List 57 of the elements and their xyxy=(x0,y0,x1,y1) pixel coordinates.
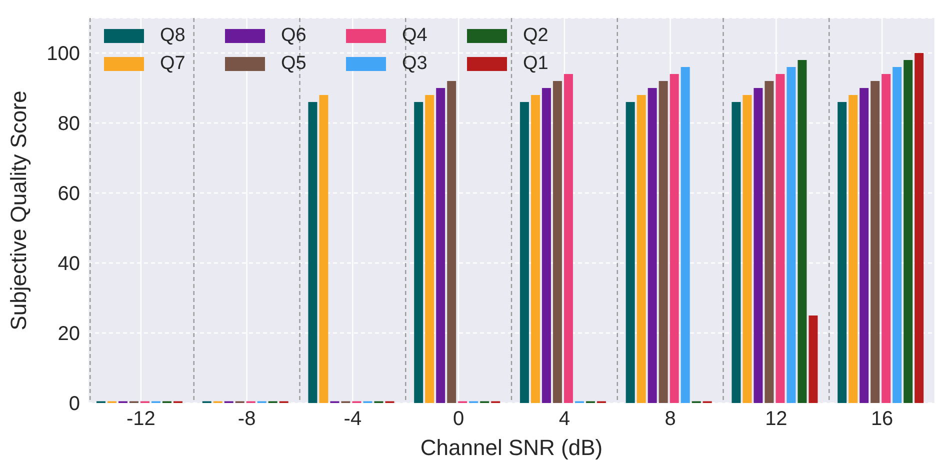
x-tick-label: -8 xyxy=(238,408,256,430)
bar xyxy=(892,67,902,403)
bar xyxy=(848,95,858,403)
x-tick-label: 8 xyxy=(664,408,676,430)
bar xyxy=(636,95,646,403)
y-tick-label: 40 xyxy=(58,253,80,276)
bar xyxy=(870,81,880,403)
bar xyxy=(425,95,434,403)
bar xyxy=(732,102,741,403)
bar xyxy=(648,88,657,403)
bar xyxy=(530,95,540,403)
bar xyxy=(914,53,924,403)
x-tick-label: 4 xyxy=(558,408,570,430)
x-axis-title: Channel SNR (dB) xyxy=(420,435,603,460)
bar xyxy=(308,102,318,403)
x-tick-label: -4 xyxy=(344,408,362,430)
bar xyxy=(680,67,690,403)
bar xyxy=(808,316,818,403)
x-tick-label: 12 xyxy=(765,408,788,430)
x-tick-label: 0 xyxy=(453,408,464,430)
bar xyxy=(904,60,913,403)
bar xyxy=(658,81,668,403)
bar xyxy=(754,88,763,403)
y-tick-label: 0 xyxy=(68,393,80,416)
x-tick-label: 16 xyxy=(870,408,894,430)
bar xyxy=(564,74,573,403)
bar xyxy=(882,74,891,403)
y-tick-label: 20 xyxy=(58,323,80,346)
legend-label: Q6 xyxy=(281,25,306,47)
bar xyxy=(319,95,328,403)
bar xyxy=(798,60,807,403)
legend-label: Q3 xyxy=(402,53,428,75)
legend-label: Q2 xyxy=(523,25,548,47)
bar xyxy=(742,95,752,403)
y-axis-title: Subjective Quality Score xyxy=(6,90,31,330)
bar xyxy=(838,102,847,403)
y-tick-label: 60 xyxy=(58,183,80,206)
bar xyxy=(447,81,456,403)
legend-label: Q4 xyxy=(402,25,428,47)
bar xyxy=(670,74,679,403)
bar xyxy=(414,102,424,403)
bar xyxy=(552,81,562,403)
y-tick-label: 80 xyxy=(58,113,80,136)
bar xyxy=(542,88,551,403)
bar xyxy=(626,102,635,403)
legend-label: Q5 xyxy=(281,53,306,75)
legend-label: Q1 xyxy=(523,53,548,75)
bar xyxy=(520,102,529,403)
legend-label: Q7 xyxy=(160,53,186,75)
legend-label: Q8 xyxy=(160,25,186,47)
bar xyxy=(764,81,774,403)
bar xyxy=(776,74,785,403)
bar xyxy=(860,88,869,403)
x-tick-label: -12 xyxy=(126,408,156,430)
y-tick-label: 100 xyxy=(46,43,80,66)
bar xyxy=(436,88,446,403)
bar xyxy=(786,67,796,403)
